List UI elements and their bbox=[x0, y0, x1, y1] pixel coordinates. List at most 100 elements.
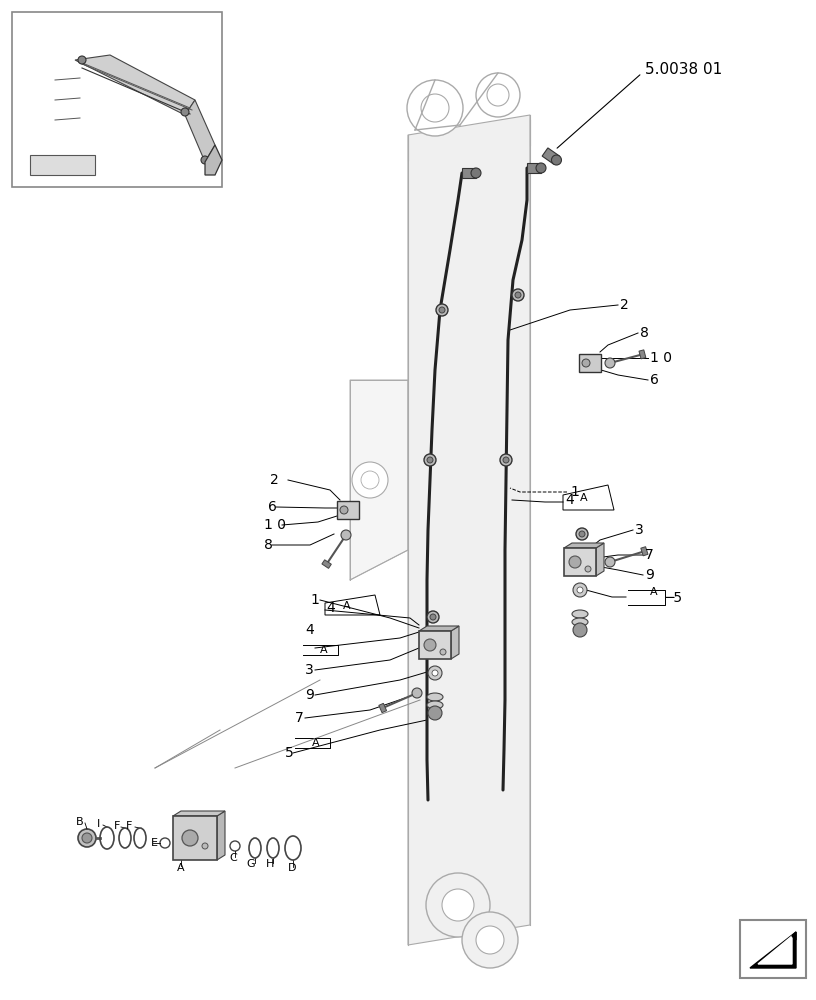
Circle shape bbox=[436, 304, 448, 316]
Polygon shape bbox=[75, 55, 195, 115]
Circle shape bbox=[552, 155, 561, 165]
Polygon shape bbox=[205, 145, 222, 175]
Circle shape bbox=[573, 583, 587, 597]
Circle shape bbox=[515, 292, 521, 298]
Circle shape bbox=[78, 829, 96, 847]
Circle shape bbox=[576, 528, 588, 540]
Polygon shape bbox=[596, 543, 604, 576]
Text: 4: 4 bbox=[565, 493, 574, 507]
Text: 6: 6 bbox=[650, 373, 659, 387]
Circle shape bbox=[424, 454, 436, 466]
Text: G: G bbox=[246, 859, 255, 869]
Polygon shape bbox=[185, 100, 215, 162]
Bar bbox=[12, 12, 222, 187]
Circle shape bbox=[430, 614, 436, 620]
Ellipse shape bbox=[427, 693, 443, 701]
Circle shape bbox=[573, 623, 587, 637]
Circle shape bbox=[582, 359, 590, 367]
Polygon shape bbox=[419, 626, 459, 631]
Text: 1 0: 1 0 bbox=[264, 518, 286, 532]
Circle shape bbox=[78, 56, 86, 64]
Bar bbox=[579, 354, 601, 372]
Ellipse shape bbox=[427, 701, 443, 709]
Circle shape bbox=[579, 531, 585, 537]
Text: A: A bbox=[312, 738, 320, 748]
Text: A: A bbox=[343, 601, 351, 611]
Polygon shape bbox=[408, 115, 530, 945]
Text: 2: 2 bbox=[270, 473, 279, 487]
Polygon shape bbox=[750, 932, 796, 968]
Polygon shape bbox=[451, 626, 459, 659]
Text: A: A bbox=[650, 587, 658, 597]
Text: A: A bbox=[177, 863, 184, 873]
Text: I: I bbox=[97, 819, 100, 829]
Text: A: A bbox=[580, 493, 588, 503]
Text: 4: 4 bbox=[326, 601, 335, 615]
Bar bbox=[740, 920, 806, 978]
Text: 3: 3 bbox=[635, 523, 644, 537]
Circle shape bbox=[427, 457, 433, 463]
Text: D: D bbox=[288, 863, 296, 873]
Circle shape bbox=[585, 566, 591, 572]
Circle shape bbox=[341, 530, 351, 540]
Circle shape bbox=[428, 706, 442, 720]
Circle shape bbox=[361, 471, 379, 489]
Ellipse shape bbox=[572, 610, 588, 618]
Circle shape bbox=[201, 156, 209, 164]
Circle shape bbox=[426, 873, 490, 937]
Text: E: E bbox=[151, 838, 158, 848]
Text: C: C bbox=[229, 853, 237, 863]
Text: 7: 7 bbox=[645, 548, 654, 562]
Circle shape bbox=[181, 108, 189, 116]
Text: 7: 7 bbox=[295, 711, 304, 725]
Circle shape bbox=[487, 84, 509, 106]
Circle shape bbox=[462, 912, 518, 968]
Text: 6: 6 bbox=[268, 500, 277, 514]
Circle shape bbox=[476, 926, 504, 954]
Polygon shape bbox=[527, 163, 541, 173]
Circle shape bbox=[569, 556, 581, 568]
Polygon shape bbox=[350, 380, 408, 580]
Circle shape bbox=[407, 80, 463, 136]
Bar bbox=[173, 816, 217, 860]
Circle shape bbox=[82, 833, 92, 843]
Text: F: F bbox=[126, 821, 132, 831]
Polygon shape bbox=[758, 936, 792, 964]
Circle shape bbox=[471, 168, 481, 178]
Bar bbox=[337, 501, 359, 519]
Circle shape bbox=[421, 94, 449, 122]
Text: 9: 9 bbox=[305, 688, 314, 702]
Text: B: B bbox=[76, 817, 84, 827]
Circle shape bbox=[442, 889, 474, 921]
Text: 4: 4 bbox=[305, 623, 313, 637]
Text: ─5: ─5 bbox=[665, 591, 682, 605]
Ellipse shape bbox=[572, 618, 588, 626]
Circle shape bbox=[605, 358, 615, 368]
Circle shape bbox=[476, 73, 520, 117]
Bar bbox=[30, 155, 95, 175]
Circle shape bbox=[605, 557, 615, 567]
Circle shape bbox=[428, 666, 442, 680]
Polygon shape bbox=[462, 168, 476, 178]
Circle shape bbox=[182, 830, 198, 846]
Circle shape bbox=[577, 587, 583, 593]
Circle shape bbox=[536, 163, 546, 173]
Text: 8: 8 bbox=[264, 538, 273, 552]
Text: 3: 3 bbox=[305, 663, 313, 677]
Circle shape bbox=[412, 688, 422, 698]
Text: 9: 9 bbox=[645, 568, 654, 582]
Circle shape bbox=[500, 454, 512, 466]
Circle shape bbox=[202, 843, 208, 849]
Circle shape bbox=[503, 457, 509, 463]
Polygon shape bbox=[564, 543, 604, 548]
Circle shape bbox=[424, 639, 436, 651]
Text: 1: 1 bbox=[310, 593, 319, 607]
Polygon shape bbox=[641, 547, 648, 556]
Circle shape bbox=[427, 611, 439, 623]
Polygon shape bbox=[217, 811, 225, 860]
Polygon shape bbox=[639, 350, 645, 359]
Text: 5.0038 01: 5.0038 01 bbox=[645, 62, 722, 78]
Polygon shape bbox=[379, 703, 387, 713]
Text: 1 0: 1 0 bbox=[650, 351, 672, 365]
Text: H: H bbox=[266, 859, 274, 869]
